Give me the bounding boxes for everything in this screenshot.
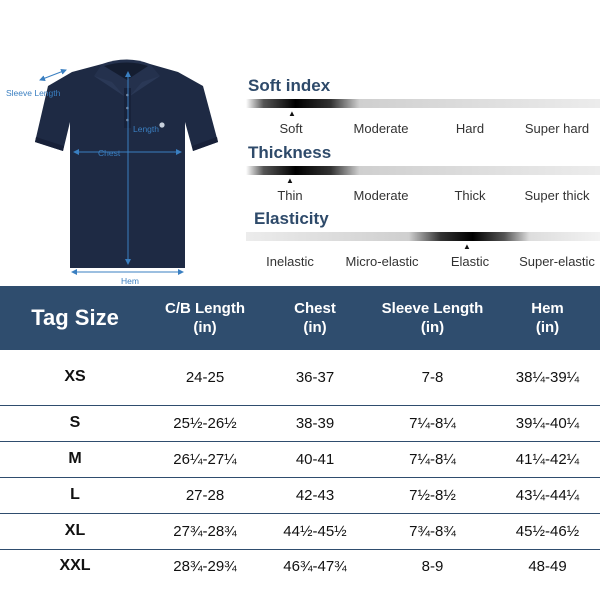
elasticity-bar [246,232,600,241]
table-row: M 26¼-27¼ 40-41 7¼-8¼ 41¼-42¼ [0,441,600,477]
thickness-bar [246,166,600,175]
elasticity-title: Elasticity [254,209,329,228]
table-row: S 25½-26½ 38-39 7¼-8¼ 39¼-40¼ [0,405,600,441]
thickness-label-3: Thick [454,188,486,203]
garment-illustration: Sleeve Length Length Chest Hem [0,50,240,290]
cb-length-cell: 27-28 [185,486,225,504]
chest-cell: 36-37 [295,368,335,386]
table-row: L 27-28 42-43 7½-8½ 43¼-44¼ [0,477,600,513]
hem-cell: 41¼-42¼ [515,450,580,468]
thickness-title: Thickness [248,143,332,162]
size-chart-table: Tag Size C/B Length (in) Chest (in) Slee… [0,286,600,583]
hem-label: Hem [121,276,139,286]
table-row: XL 27¾-28¾ 44½-45½ 7¾-8¾ 45½-46½ [0,513,600,549]
header-hem: Hem (in) [495,286,600,350]
soft-index-label-1: Soft [279,121,303,136]
elasticity-label-1: Inelastic [266,254,314,269]
chest-cell: 42-43 [295,486,335,504]
cb-length-cell: 24-25 [185,368,225,386]
chest-cell: 44½-45½ [283,522,347,540]
polo-shirt-image [35,59,218,275]
elasticity-label-3: Elastic [450,254,490,269]
sleeve-length-cell: 7¾-8¾ [409,522,456,540]
hem-cell: 43¼-44¼ [515,486,580,504]
sleeve-length-cell: 7¼-8¼ [409,414,456,432]
soft-index-scale: Soft index ▲ Soft Moderate Hard Super ha… [246,76,600,140]
header-cb-length: C/B Length (in) [150,286,260,350]
hem-cell: 38¼-39¼ [515,368,580,386]
size-cell: XS [64,368,86,386]
elasticity-marker-icon: ▲ [463,242,471,251]
thickness-label-1: Thin [277,188,303,203]
size-cell: M [68,450,82,467]
size-cell: XL [64,522,86,539]
thickness-label-4: Super thick [524,188,590,203]
size-cell: S [69,414,81,431]
elasticity-label-4: Super-elastic [519,254,595,269]
soft-index-label-3: Hard [455,121,485,136]
table-header-row: Tag Size C/B Length (in) Chest (in) Slee… [0,286,600,350]
sleeve-length-cell: 8-9 [421,557,444,575]
header-sleeve-length: Sleeve Length (in) [370,286,495,350]
size-cell: L [70,486,80,503]
size-cell: XXL [59,557,91,575]
thickness-marker-icon: ▲ [286,176,294,185]
length-label: Length [133,124,159,134]
elasticity-label-2: Micro-elastic [345,254,419,269]
cb-length-cell: 27¾-28¾ [173,522,237,540]
cb-length-cell: 26¼-27¼ [173,450,237,468]
soft-index-marker-icon: ▲ [288,109,296,118]
sleeve-length-cell: 7½-8½ [409,486,456,504]
cb-length-cell: 28¾-29¾ [173,557,237,575]
chest-cell: 40-41 [295,450,335,468]
thickness-label-2: Moderate [353,188,409,203]
cb-length-cell: 25½-26½ [173,414,237,432]
soft-index-title: Soft index [248,76,331,95]
chest-cell: 46¾-47¾ [283,557,347,575]
chest-label: Chest [98,148,121,158]
hem-cell: 39¼-40¼ [515,414,580,432]
table-row: XS 24-25 36-37 7-8 38¼-39¼ [0,350,600,405]
thickness-scale: Thickness ▲ Thin Moderate Thick Super th… [246,143,600,207]
header-tag-size: Tag Size [0,286,150,350]
elasticity-scale: Elasticity ▲ Inelastic Micro-elastic Ela… [246,209,600,273]
soft-index-bar [246,99,600,108]
sleeve-length-cell: 7¼-8¼ [409,450,456,468]
soft-index-label-2: Moderate [353,121,409,136]
hem-cell: 48-49 [528,557,567,575]
sleeve-length-cell: 7-8 [421,368,444,386]
soft-index-label-4: Super hard [524,121,590,136]
table-row: XXL 28¾-29¾ 46¾-47¾ 8-9 48-49 [0,549,600,583]
sleeve-length-label: Sleeve Length [6,88,61,98]
hem-cell: 45½-46½ [515,522,580,540]
header-chest: Chest (in) [260,286,370,350]
chest-cell: 38-39 [295,414,335,432]
